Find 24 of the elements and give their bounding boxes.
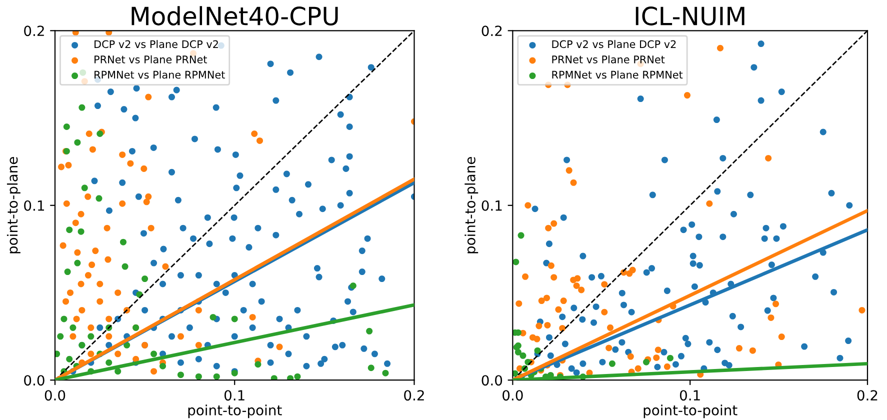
y-tick-label: 0.2 [482, 26, 502, 36]
legend-label: RPMNet vs Plane RPMNet [94, 70, 225, 79]
y-tick-label: 0.2 [24, 26, 44, 36]
x-tick-label: 0.0 [502, 390, 523, 401]
y-tick-label: 0.1 [24, 200, 44, 211]
x-tick-label: 0.1 [680, 390, 700, 401]
y-axis-title: point-to-plane [6, 157, 20, 254]
x-tick-label: 0.2 [857, 390, 878, 401]
x-tick-label: 0.0 [44, 390, 66, 401]
y-tick-label: 0.0 [482, 375, 502, 386]
chart-title: ModelNet40-CPU [132, 6, 338, 26]
legend-label: PRNet vs Plane PRNet [94, 55, 207, 64]
legend-label: RPMNet vs Plane RPMNet [552, 70, 683, 79]
legend-label: DCP v2 vs Plane DCP v2 [552, 40, 676, 48]
y-tick-label: 0.1 [482, 200, 502, 211]
y-axis-title: point-to-plane [464, 157, 478, 254]
x-tick-label: 0.1 [224, 390, 244, 401]
x-axis-title: point-to-point [644, 404, 738, 418]
chart-title: ICL-NUIM [636, 6, 744, 26]
legend-label: PRNet vs Plane PRNet [552, 55, 665, 64]
x-tick-label: 0.2 [404, 390, 424, 401]
y-tick-label: 0.0 [24, 375, 44, 386]
legend-label: DCP v2 vs Plane DCP v2 [94, 40, 218, 48]
x-axis-title: point-to-point [188, 404, 282, 418]
